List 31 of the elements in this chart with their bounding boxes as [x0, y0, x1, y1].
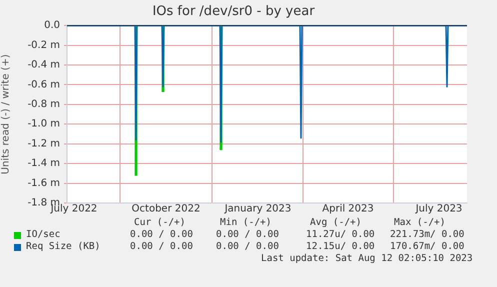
y-tick-label: -1.6 m	[28, 178, 60, 189]
y-axis-title: Units read (-) / write (+)	[0, 54, 12, 174]
x-tick-label: January 2023	[224, 204, 292, 215]
text: Avg (-/+)	[310, 217, 362, 228]
y-tick-label: -0.8 m	[28, 99, 60, 110]
y-tick-label: -0.2 m	[28, 40, 60, 51]
y-tick-label: -1.2 m	[28, 138, 60, 150]
text: 0.00 / 0.00	[130, 241, 193, 252]
text: Min (-/+)	[220, 217, 272, 228]
x-tick-label: October 2022	[132, 204, 200, 215]
text: 0.00 / 0.00	[216, 229, 279, 240]
text: Cur (-/+)	[134, 217, 186, 228]
legend-label: Req Size (KB)	[26, 241, 100, 252]
x-tick-label: July 2022	[50, 204, 98, 215]
text: 221.73m/ 0.00	[390, 229, 464, 240]
x-tick-label: April 2023	[322, 204, 374, 215]
text: 0.00 / 0.00	[130, 229, 193, 240]
legend-label: IO/sec	[26, 229, 60, 240]
x-tick-label: July 2023	[414, 204, 462, 215]
text: 170.67m/ 0.00	[390, 241, 464, 252]
text: Last update: Sat Aug 12 02:05:10 2023	[261, 253, 473, 264]
y-tick-label: -1.4 m	[28, 158, 60, 170]
y-tick-label: -1.0 m	[28, 118, 60, 130]
text: 12.15u/ 0.00	[306, 241, 375, 252]
y-tick-label: 0.0	[44, 20, 60, 32]
text: Max (-/+)	[394, 217, 446, 228]
y-tick-label: -0.4 m	[28, 60, 60, 71]
text: 0.00 / 0.00	[216, 241, 279, 252]
chart-title: IOs for /dev/sr0 - by year	[152, 4, 316, 20]
y-tick-label: -0.6 m	[28, 79, 60, 90]
text: 11.27u/ 0.00	[306, 229, 375, 240]
